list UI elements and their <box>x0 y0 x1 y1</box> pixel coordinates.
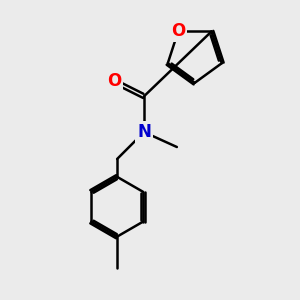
Text: N: N <box>137 123 151 141</box>
Text: O: O <box>107 72 121 90</box>
Text: O: O <box>171 22 185 40</box>
